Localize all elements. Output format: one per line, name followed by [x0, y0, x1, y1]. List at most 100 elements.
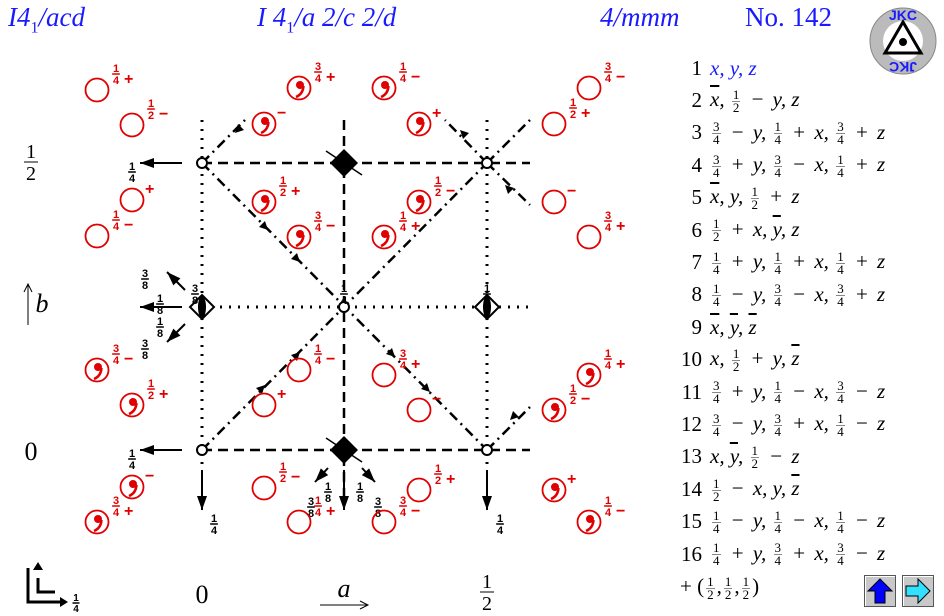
- y-half-label: 12: [24, 141, 38, 185]
- glide-arrow-icon: [510, 411, 519, 420]
- svg-text:1: 1: [315, 343, 321, 355]
- next-button[interactable]: [902, 575, 934, 607]
- diagonal-glide: [486, 406, 531, 451]
- position-sign-label: +: [124, 71, 133, 88]
- diagonal-glide: [486, 162, 531, 206]
- twofold-axis-arrow-icon: [140, 302, 182, 312]
- up-button[interactable]: [864, 575, 896, 607]
- coordinate-number: 16: [681, 541, 702, 566]
- up-arrow-icon: [866, 578, 894, 604]
- position-sign-label: −: [411, 503, 420, 520]
- general-position-comma: −: [406, 183, 455, 215]
- position-height-label: 14: [604, 348, 612, 372]
- position-height-label: 12: [434, 175, 442, 199]
- glide-arrow-icon: [291, 253, 300, 262]
- position-sign-label: −: [616, 503, 625, 520]
- svg-text:1: 1: [341, 283, 347, 295]
- glide-arrow-icon: [505, 185, 514, 194]
- svg-text:3: 3: [142, 268, 148, 280]
- svg-text:8: 8: [157, 305, 163, 317]
- fourfold-screw-corner-icon: [26, 562, 68, 607]
- symbol-height-label: 18: [156, 293, 164, 317]
- glide-arrow-icon: [256, 385, 265, 394]
- svg-text:1: 1: [570, 383, 576, 395]
- position-sign-label: −: [411, 69, 420, 86]
- position-height-label: 34: [604, 210, 612, 234]
- coordinate-expression: x, y, z: [710, 55, 757, 80]
- position-sign-label: +: [145, 181, 154, 198]
- glide-arrow-icon: [259, 221, 268, 230]
- position-sign-label: +: [159, 386, 168, 403]
- general-position-comma: −: [84, 351, 133, 383]
- coordinate-number: 3: [691, 120, 703, 145]
- coordinate-expression: x, y, z: [710, 314, 757, 339]
- position-sign-label: +: [616, 356, 625, 373]
- general-position-open: +: [541, 105, 590, 137]
- svg-text:1: 1: [211, 513, 217, 525]
- svg-text:1: 1: [605, 348, 611, 360]
- y-zero-label: 0: [25, 437, 38, 466]
- svg-text:4: 4: [400, 360, 407, 372]
- svg-text:3: 3: [113, 343, 119, 355]
- twofold-axis-arrow-icon: [166, 271, 186, 291]
- short-symbol: I41/acd: [8, 2, 85, 37]
- svg-text:2: 2: [280, 473, 286, 485]
- coordinate-number: 4: [691, 152, 703, 177]
- position-height-label: 34: [314, 61, 322, 85]
- svg-text:4: 4: [129, 173, 136, 185]
- position-sign-label: −: [277, 105, 286, 122]
- symbol-height-label: 18: [156, 316, 164, 340]
- general-position-comma: +: [576, 356, 625, 388]
- a-axis-label: a: [338, 574, 351, 603]
- svg-text:1: 1: [497, 513, 503, 525]
- general-position-comma: +: [119, 386, 168, 418]
- glide-arrow-icon: [235, 124, 244, 133]
- coordinate-number: 10: [681, 347, 702, 372]
- general-position-comma: +: [371, 218, 420, 250]
- svg-text:1: 1: [325, 481, 331, 493]
- inversion-center-icon: [481, 157, 493, 169]
- symbol-height-label: 38: [374, 496, 382, 520]
- coordinate-number: 1: [691, 55, 703, 80]
- symbol-height-label: 14: [128, 448, 136, 472]
- position-height-label: 12: [569, 97, 577, 121]
- coordinate-number: 6: [691, 217, 703, 242]
- position-sign-label: −: [159, 106, 168, 123]
- position-sign-label: −: [326, 218, 335, 235]
- glide-arrow-icon: [386, 348, 395, 357]
- position-height-label: 12: [279, 461, 287, 485]
- svg-text:1: 1: [113, 209, 119, 221]
- position-sign-label: −: [124, 351, 133, 368]
- svg-text:3: 3: [375, 496, 381, 508]
- symbol-height-label: 14: [340, 283, 348, 307]
- svg-text:4: 4: [113, 355, 120, 367]
- symbol-height-label: 18: [356, 481, 364, 505]
- svg-text:1: 1: [157, 293, 163, 305]
- svg-text:4: 4: [315, 73, 322, 85]
- svg-text:4: 4: [497, 525, 504, 537]
- coordinate-row: 14 1 2 − x, y, z: [672, 473, 902, 505]
- inversion-center-icon: [196, 157, 208, 169]
- position-sign-label: −: [581, 391, 590, 408]
- svg-text:3: 3: [315, 210, 321, 222]
- general-position-open: −: [251, 469, 300, 501]
- general-position-open: −: [541, 183, 576, 215]
- svg-text:4: 4: [400, 222, 407, 234]
- general-position-open: −: [576, 69, 625, 101]
- position-height-label: 12: [147, 98, 155, 122]
- svg-text:3: 3: [308, 496, 314, 508]
- position-sign-label: −: [432, 391, 441, 408]
- inversion-center-icon: [481, 444, 493, 456]
